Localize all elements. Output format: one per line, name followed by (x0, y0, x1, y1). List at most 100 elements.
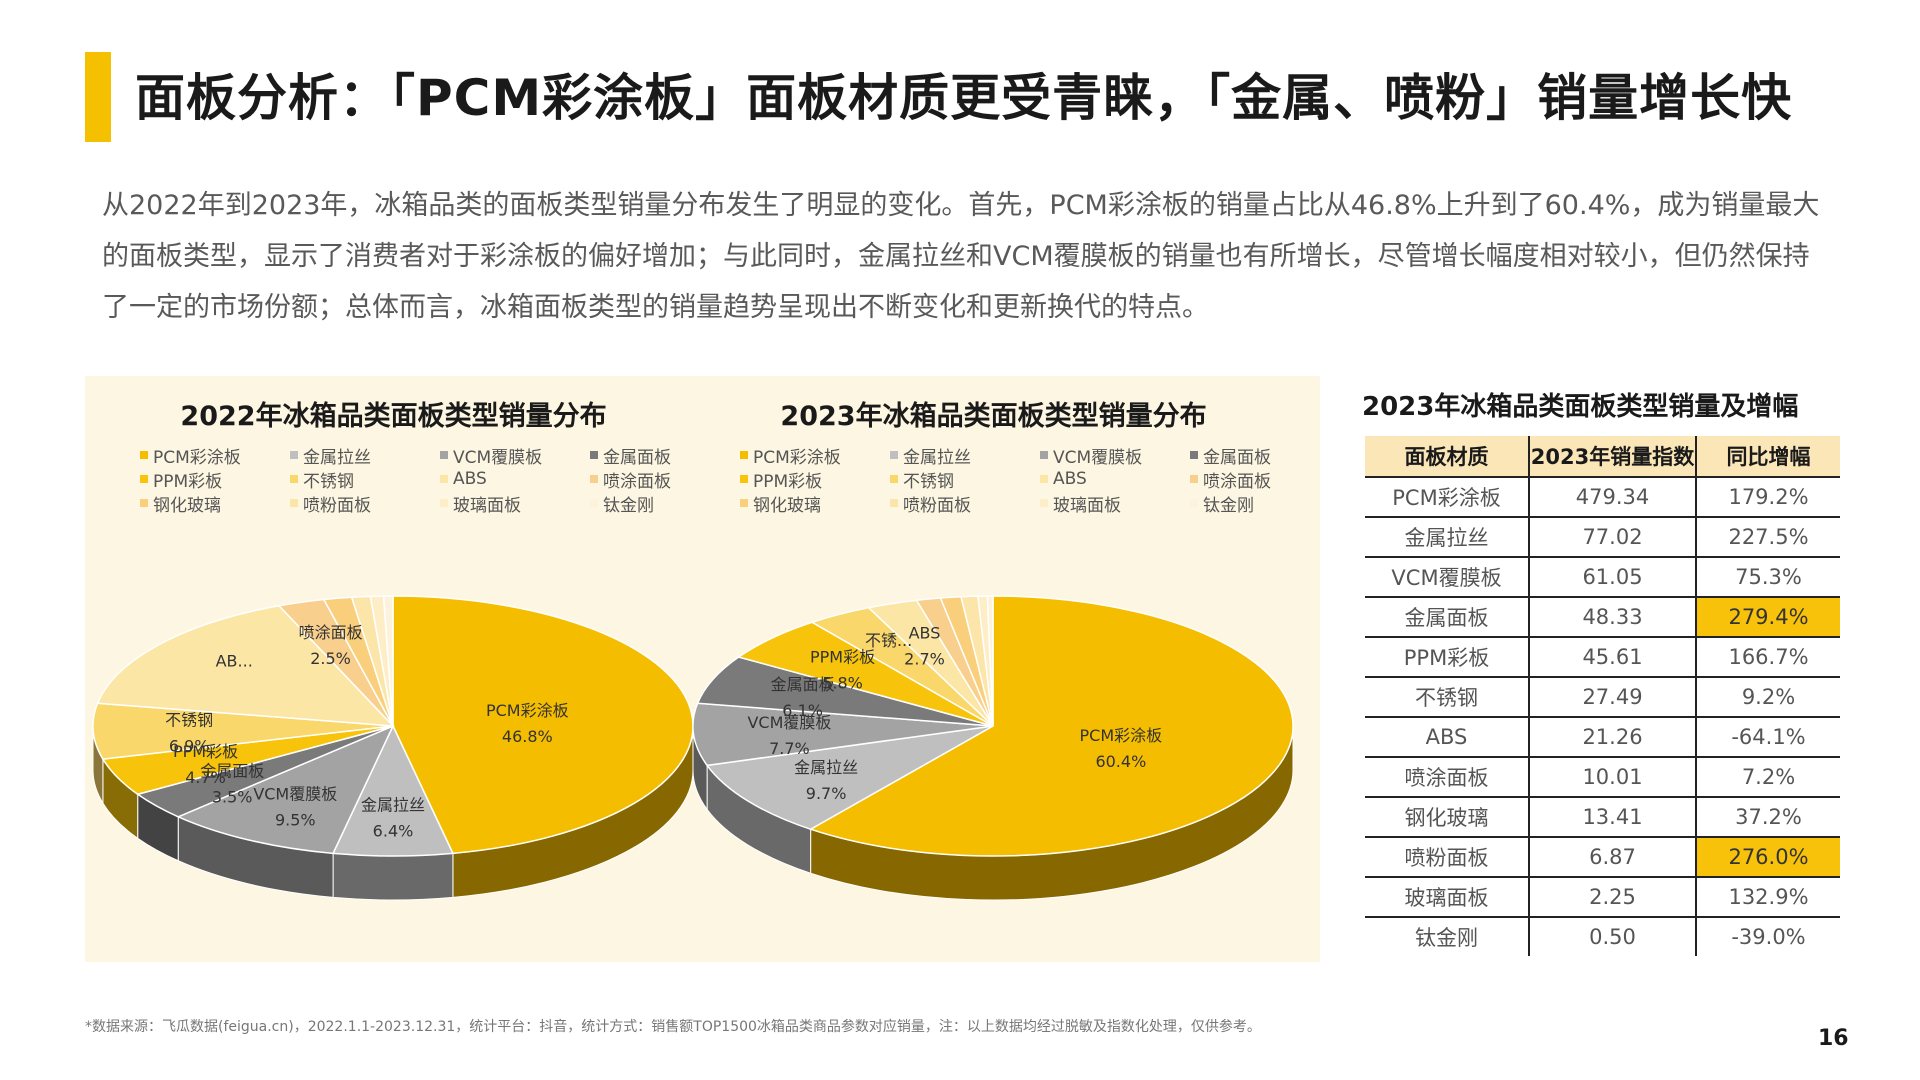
legend-swatch (1040, 499, 1048, 507)
slice-label: 金属拉丝 (794, 758, 858, 777)
legend-item: 金属面板 (590, 444, 740, 468)
material-cell: 喷涂面板 (1365, 757, 1530, 798)
legend-label: PPM彩板 (153, 471, 223, 492)
material-cell: 金属面板 (1365, 597, 1530, 638)
page-number: 16 (1818, 1026, 1849, 1051)
legend-label: PPM彩板 (753, 471, 823, 492)
pie-chart-2022: 2022年冰箱品类面板类型销量分布 PCM彩涂板 金属拉丝 VCM覆膜板 金属面板 PP… (85, 376, 702, 962)
growth-cell: 7.2% (1696, 757, 1840, 798)
pie-svg: PCM彩涂板 60.4% 金属拉丝 9.7% VCM覆膜板 7.7% 金属面板 6.1% PPM… (692, 595, 1294, 901)
footnote: *数据来源：飞瓜数据(feigua.cn)，2022.1.1-2023.12.3… (85, 1019, 1261, 1035)
legend-item: VCM覆膜板 (1040, 444, 1190, 468)
legend-swatch (140, 451, 148, 459)
table-row: 金属拉丝 77.02 227.5% (1365, 517, 1840, 558)
index-cell: 48.33 (1529, 597, 1697, 638)
legend-item: 玻璃面板 (1040, 492, 1190, 516)
legend-label: 不锈钢 (903, 471, 954, 492)
legend-swatch (890, 499, 898, 507)
legend: PCM彩涂板 金属拉丝 VCM覆膜板 金属面板 PPM彩板 不锈钢 ABS 喷涂面板 钢化玻璃 喷… (140, 444, 710, 516)
table-row: 金属面板 48.33 279.4% (1365, 597, 1840, 638)
legend-label: 钛金刚 (603, 495, 654, 516)
chart-panel: 2022年冰箱品类面板类型销量分布 PCM彩涂板 金属拉丝 VCM覆膜板 金属面板 PP… (85, 376, 1320, 962)
legend-swatch (1190, 475, 1198, 483)
table-row: PPM彩板 45.61 166.7% (1365, 637, 1840, 678)
material-cell: PCM彩涂板 (1365, 477, 1530, 518)
legend-item: 玻璃面板 (440, 492, 590, 516)
slice-label: 金属面板 (200, 761, 264, 780)
legend-label: 喷涂面板 (1203, 471, 1271, 492)
legend-label: 喷涂面板 (603, 471, 671, 492)
slice-label: 不锈... (865, 631, 912, 650)
slice-percent-label: 7.7% (769, 739, 810, 758)
pie-svg: PCM彩涂板 46.8% 金属拉丝 6.4% VCM覆膜板 9.5% 金属面板 3.5% PPM… (92, 595, 694, 901)
legend-swatch (590, 499, 598, 507)
table-row: 钛金刚 0.50 -39.0% (1365, 917, 1840, 956)
material-cell: VCM覆膜板 (1365, 557, 1530, 598)
growth-cell: 166.7% (1696, 637, 1840, 678)
legend-swatch (740, 475, 748, 483)
slice-percent-label: 6.9% (169, 737, 210, 756)
legend-swatch (440, 499, 448, 507)
legend-swatch (1040, 475, 1048, 483)
growth-cell: 227.5% (1696, 517, 1840, 558)
pie-slice (692, 702, 994, 767)
index-cell: 10.01 (1529, 757, 1697, 798)
legend-item: 金属面板 (1190, 444, 1340, 468)
slice-percent-label: 6.4% (373, 821, 414, 840)
legend-item: PPM彩板 (740, 468, 890, 492)
pie-slice (705, 725, 994, 831)
pie-title: 2023年冰箱品类面板类型销量分布 (780, 401, 1207, 432)
legend-label: PCM彩涂板 (753, 447, 841, 468)
legend-label: VCM覆膜板 (453, 447, 543, 468)
table-row: 不锈钢 27.49 9.2% (1365, 677, 1840, 718)
legend-item: PCM彩涂板 (140, 444, 290, 468)
legend-item: 喷涂面板 (590, 468, 740, 492)
table-row: VCM覆膜板 61.05 75.3% (1365, 557, 1840, 598)
legend-swatch (440, 475, 448, 483)
legend-item: 喷粉面板 (290, 492, 440, 516)
legend-label: 不锈钢 (303, 471, 354, 492)
legend-label: VCM覆膜板 (1053, 447, 1143, 468)
growth-cell: 279.4% (1696, 597, 1840, 638)
material-cell: 钛金刚 (1365, 917, 1530, 956)
slice-percent-label: 4.7% (185, 768, 226, 787)
slice-percent-label: 60.4% (1095, 752, 1146, 771)
growth-cell: 9.2% (1696, 677, 1840, 718)
index-cell: 45.61 (1529, 637, 1697, 678)
legend-label: 金属拉丝 (303, 447, 371, 468)
table-header-row: 面板材质 2023年销量指数 同比增幅 (1365, 436, 1840, 478)
pie-slice (392, 595, 694, 855)
slice-percent-label: 46.8% (502, 727, 553, 746)
legend-item: 不锈钢 (290, 468, 440, 492)
pie-slice (382, 595, 394, 727)
legend-item: ABS (440, 468, 590, 490)
table-row: 钢化玻璃 13.41 37.2% (1365, 797, 1840, 838)
growth-cell: 132.9% (1696, 877, 1840, 918)
legend-label: 玻璃面板 (453, 495, 521, 516)
slice-label: AB... (216, 652, 253, 671)
growth-cell: -39.0% (1731, 925, 1806, 949)
table-row: PCM彩涂板 479.34 179.2% (1365, 477, 1840, 518)
legend-label: ABS (1053, 469, 1087, 489)
slice-percent-label: 9.7% (806, 784, 847, 803)
legend-item: 钢化玻璃 (140, 492, 290, 516)
legend-label: 玻璃面板 (1053, 495, 1121, 516)
index-cell: 77.02 (1529, 517, 1697, 558)
material-cell: 钢化玻璃 (1365, 797, 1530, 838)
slice-label: 金属拉丝 (361, 795, 425, 814)
legend-swatch (740, 499, 748, 507)
header-growth: 同比增幅 (1696, 436, 1840, 478)
index-cell: 479.34 (1529, 477, 1697, 518)
page-title: 面板分析：「PCM彩涂板」面板材质更受青睐，「金属、喷粉」销量增长快 (135, 69, 1793, 127)
pie-slice (96, 604, 395, 727)
slice-label: PPM彩板 (173, 742, 238, 761)
pie-slice (92, 702, 394, 760)
pie-slice (331, 724, 455, 857)
growth-cell: 75.3% (1696, 557, 1840, 598)
index-cell: 27.49 (1529, 677, 1697, 718)
index-cell: 0.50 (1529, 917, 1697, 956)
slice-label: ABS (909, 624, 941, 643)
header-material: 面板材质 (1365, 436, 1530, 478)
legend-swatch (1190, 451, 1198, 459)
legend-label: 钛金刚 (1203, 495, 1254, 516)
